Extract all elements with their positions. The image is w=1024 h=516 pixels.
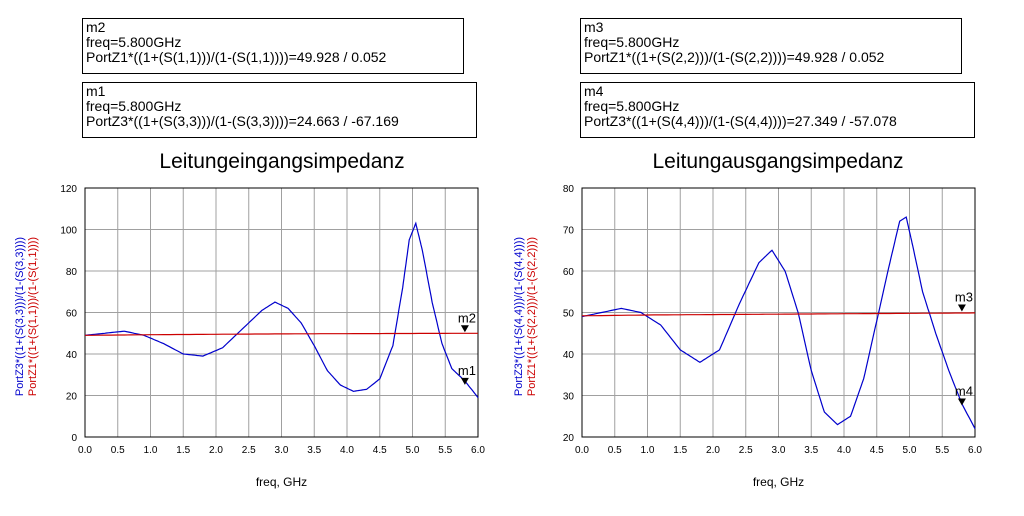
marker-box-m4: m4 freq=5.800GHz PortZ3*((1+(S(4,4)))/(1… [580,82,975,138]
marker-triangle [460,377,469,385]
y-tick-label: 60 [66,309,78,320]
x-tick-label: 5.5 [935,445,949,456]
marker-name: m4 [584,83,604,99]
x-axis-label: freq, GHz [753,475,804,489]
x-tick-label: 4.0 [837,445,851,456]
x-tick-label: 4.5 [373,445,387,456]
x-tick-label: 5.0 [406,445,420,456]
series-line-red [85,332,478,336]
y-tick-label: 80 [66,267,78,278]
x-tick-label: 4.5 [870,445,884,456]
y-tick-label: 0 [71,433,77,444]
x-tick-label: 5.0 [903,445,917,456]
y-tick-label: 120 [60,184,77,195]
x-tick-label: 2.0 [706,445,720,456]
x-tick-label: 6.0 [471,445,485,456]
marker-label: m2 [458,310,476,325]
chart-title-right: Leitungausgangsimpedanz [652,150,904,173]
marker-name: m2 [86,19,106,35]
marker-name: m1 [86,83,106,99]
series-line-blue [581,216,976,429]
y-tick-label: 20 [66,392,78,403]
x-tick-label: 5.5 [438,445,452,456]
y-tick-label: 30 [563,392,575,403]
x-tick-label: 2.5 [739,445,753,456]
marker-expr: PortZ3*((1+(S(4,4)))/(1-(S(4,4))))=27.34… [584,113,897,129]
y-axis-label-red: PortZ1*((1+(S(1,1)))/(1-(S(1,1)))) [27,237,39,396]
x-tick-label: 3.0 [275,445,289,456]
marker-triangle [460,325,469,333]
y-tick-label: 60 [563,267,575,278]
x-axis-label: freq, GHz [256,475,307,489]
marker-expr: PortZ1*((1+(S(1,1)))/(1-(S(1,1))))=49.92… [86,49,387,65]
y-tick-label: 40 [563,350,575,361]
marker-box-m3: m3 freq=5.800GHz PortZ1*((1+(S(2,2)))/(1… [580,18,962,74]
y-tick-label: 100 [60,226,77,237]
marker-label: m3 [955,290,973,305]
x-tick-label: 0.0 [575,445,589,456]
x-tick-label: 1.0 [144,445,158,456]
x-tick-label: 6.0 [968,445,982,456]
marker-box-m1: m1 freq=5.800GHz PortZ3*((1+(S(3,3)))/(1… [82,82,477,138]
chart-title-left: Leitungeingangsimpedanz [159,150,405,173]
y-axis-label-blue: PortZ3*((1+(S(3,3)))/(1-(S(3,3)))) [14,237,26,396]
series-line-red [581,312,976,317]
x-tick-label: 3.5 [307,445,321,456]
plot-border [581,187,976,438]
y-tick-label: 80 [563,184,575,195]
x-tick-label: 3.0 [772,445,786,456]
marker-triangle [957,304,966,312]
plot-border [84,187,479,438]
marker-name: m3 [584,19,604,35]
y-tick-label: 40 [66,350,78,361]
x-tick-label: 1.0 [641,445,655,456]
marker-expr: PortZ1*((1+(S(2,2)))/(1-(S(2,2))))=49.92… [584,49,885,65]
marker-freq: freq=5.800GHz [86,98,182,114]
x-tick-label: 1.5 [673,445,687,456]
x-tick-label: 4.0 [340,445,354,456]
x-tick-label: 0.0 [78,445,92,456]
y-tick-label: 20 [563,433,575,444]
x-tick-label: 2.0 [209,445,223,456]
marker-freq: freq=5.800GHz [584,98,680,114]
marker-label: m4 [955,384,973,399]
y-tick-label: 50 [563,309,575,320]
marker-freq: freq=5.800GHz [584,34,680,50]
marker-freq: freq=5.800GHz [86,34,182,50]
series-line-blue [84,221,479,398]
marker-label: m1 [458,363,476,378]
marker-expr: PortZ3*((1+(S(3,3)))/(1-(S(3,3))))=24.66… [86,113,399,129]
x-tick-label: 2.5 [242,445,256,456]
y-axis-label-red: PortZ1*((1+(S(2,2)))/(1-(S(2,2)))) [526,237,538,396]
x-tick-label: 0.5 [111,445,125,456]
y-axis-label-blue: PortZ3*((1+(S(4,4)))/(1-(S(4,4)))) [513,237,525,396]
y-tick-label: 70 [563,226,575,237]
x-tick-label: 0.5 [608,445,622,456]
x-tick-label: 3.5 [804,445,818,456]
marker-triangle [957,398,966,406]
x-tick-label: 1.5 [176,445,190,456]
marker-box-m2: m2 freq=5.800GHz PortZ1*((1+(S(1,1)))/(1… [82,18,464,74]
